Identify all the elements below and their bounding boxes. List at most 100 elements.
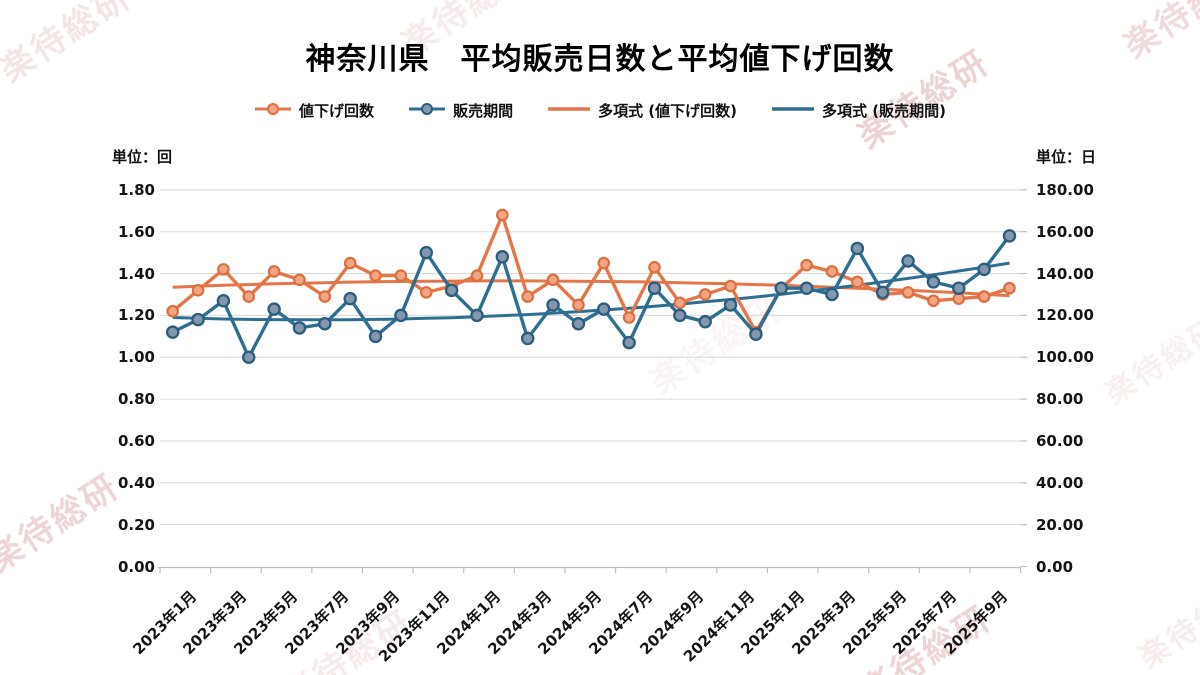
data-point-nesage — [470, 269, 484, 282]
data-point-hanbai — [318, 317, 332, 331]
data-point-hanbai — [1002, 229, 1017, 243]
legend-label: 多項式 (販売期間) — [822, 102, 946, 120]
data-point-hanbai — [444, 283, 459, 298]
y-axis-label-right: 120.00 — [1036, 306, 1094, 325]
data-point-hanbai — [546, 298, 560, 312]
data-point-hanbai — [774, 281, 789, 295]
blue-line-swatch-icon — [771, 101, 815, 120]
y-axis-label-right: 60.00 — [1036, 431, 1084, 450]
data-point-nesage — [1003, 281, 1016, 295]
data-point-nesage — [572, 298, 585, 312]
legend-label: 多項式 (値下げ回数) — [598, 102, 738, 120]
data-point-nesage — [851, 275, 864, 289]
data-point-hanbai — [571, 317, 586, 331]
legend-item-trend-nesage: 多項式 (値下げ回数) — [547, 100, 737, 121]
data-point-hanbai — [191, 312, 205, 327]
data-point-hanbai — [495, 250, 510, 264]
y-axis-label-right: 20.00 — [1036, 515, 1084, 534]
data-point-hanbai — [723, 298, 738, 312]
data-point-nesage — [825, 265, 839, 278]
data-point-hanbai — [977, 262, 991, 277]
data-point-nesage — [927, 294, 940, 308]
data-point-hanbai — [749, 327, 763, 341]
data-point-nesage — [369, 269, 382, 282]
data-point-hanbai — [343, 291, 357, 306]
y-axis-label-right: 80.00 — [1036, 390, 1084, 409]
data-point-nesage — [267, 265, 281, 278]
data-point-nesage — [724, 279, 737, 293]
data-point-nesage — [673, 296, 687, 310]
data-point-hanbai — [165, 325, 180, 339]
legend: 値下げ回数 販売期間 多項式 (値下げ回数) 多項式 (販売期間) — [0, 100, 1200, 121]
data-point-hanbai — [647, 281, 662, 295]
legend-item-trend-hanbai: 多項式 (販売期間) — [771, 100, 946, 121]
y-axis-label-right: 0.00 — [1036, 557, 1074, 576]
data-point-hanbai — [470, 308, 484, 323]
data-point-hanbai — [242, 350, 256, 364]
data-point-nesage — [648, 260, 661, 274]
data-point-nesage — [546, 273, 560, 287]
y-axis-label-left: 1.60 — [117, 222, 155, 241]
y-axis-label-left: 0.00 — [117, 557, 155, 576]
legend-item-nesage-kaisuu: 値下げ回数 — [254, 100, 374, 121]
data-point-hanbai — [673, 308, 687, 323]
left-axis-unit-label: 単位：回 — [112, 148, 173, 166]
data-point-hanbai — [419, 245, 434, 260]
data-point-nesage — [318, 290, 332, 303]
y-axis-label-left: 1.40 — [117, 264, 155, 283]
data-point-hanbai — [926, 275, 941, 289]
data-point-hanbai — [520, 331, 535, 346]
series-line-nesage — [171, 213, 1011, 334]
data-point-hanbai — [825, 287, 839, 302]
data-point-nesage — [419, 286, 433, 299]
data-point-hanbai — [875, 285, 890, 300]
chart-title: 神奈川県 平均販売日数と平均値下げ回数 — [305, 42, 895, 77]
data-point-nesage — [343, 256, 357, 270]
data-point-nesage — [521, 290, 534, 303]
trendline-hanbai — [172, 261, 1010, 322]
data-point-hanbai — [901, 254, 915, 268]
data-point-nesage — [394, 269, 408, 282]
legend-label: 販売期間 — [453, 102, 514, 120]
data-point-nesage — [496, 208, 509, 222]
right-axis-unit-label: 単位：日 — [1036, 148, 1097, 166]
y-axis-label-right: 140.00 — [1036, 264, 1094, 283]
data-point-hanbai — [799, 281, 814, 295]
y-axis-label-right: 40.00 — [1036, 473, 1084, 492]
data-point-nesage — [800, 258, 813, 272]
data-point-nesage — [242, 290, 256, 303]
data-point-nesage — [952, 292, 966, 305]
series-line-hanbai — [171, 234, 1011, 359]
legend-label: 値下げ回数 — [299, 102, 375, 120]
data-point-nesage — [901, 286, 915, 299]
blue-line-marker-swatch-icon — [408, 101, 446, 120]
data-point-nesage — [977, 290, 991, 303]
data-point-hanbai — [267, 302, 281, 316]
data-point-nesage — [217, 263, 230, 276]
data-point-nesage — [191, 283, 205, 297]
data-point-hanbai — [698, 314, 712, 329]
orange-line-swatch-icon — [547, 101, 591, 120]
data-point-hanbai — [622, 335, 636, 350]
data-point-nesage — [698, 288, 712, 301]
data-point-hanbai — [952, 281, 966, 295]
y-axis-label-right: 160.00 — [1036, 222, 1094, 241]
data-point-hanbai — [597, 302, 611, 316]
data-point-hanbai — [394, 308, 408, 323]
data-point-hanbai — [292, 321, 307, 335]
y-axis-label-left: 1.00 — [117, 348, 155, 367]
y-axis-label-left: 1.20 — [117, 306, 155, 325]
y-axis-label-left: 0.60 — [117, 431, 155, 450]
y-axis-label-left: 0.20 — [117, 515, 155, 534]
data-point-hanbai — [850, 241, 865, 256]
data-point-nesage — [597, 256, 611, 270]
y-axis-label-right: 180.00 — [1036, 180, 1094, 199]
legend-item-hanbai-kikan: 販売期間 — [408, 100, 513, 121]
data-point-nesage — [622, 311, 636, 324]
y-axis-label-left: 0.80 — [117, 390, 155, 409]
data-point-hanbai — [216, 294, 231, 308]
y-axis-label-left: 0.40 — [117, 473, 155, 492]
y-axis-label-left: 1.80 — [117, 180, 155, 199]
